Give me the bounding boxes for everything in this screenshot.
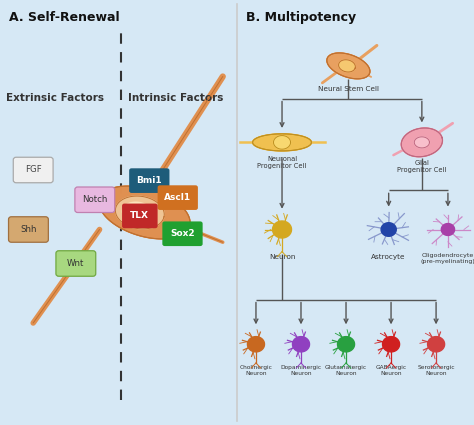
Polygon shape: [273, 136, 291, 149]
FancyBboxPatch shape: [162, 221, 202, 246]
Polygon shape: [381, 223, 396, 236]
Polygon shape: [383, 337, 400, 352]
Text: Wnt: Wnt: [67, 259, 84, 268]
Polygon shape: [401, 128, 442, 157]
FancyBboxPatch shape: [9, 217, 48, 242]
Polygon shape: [428, 337, 445, 352]
Polygon shape: [115, 196, 164, 229]
FancyBboxPatch shape: [56, 251, 96, 276]
Polygon shape: [441, 224, 455, 235]
Text: Oligodendrocyte
(pre-myelinating): Oligodendrocyte (pre-myelinating): [420, 253, 474, 264]
Polygon shape: [401, 128, 442, 157]
Text: Intrinsic Factors: Intrinsic Factors: [128, 93, 223, 103]
Text: Neural Stem Cell: Neural Stem Cell: [318, 86, 379, 92]
Polygon shape: [253, 134, 311, 151]
FancyBboxPatch shape: [122, 204, 157, 228]
Text: Neuron: Neuron: [269, 254, 295, 260]
Text: FGF: FGF: [25, 165, 42, 175]
Text: Ascl1: Ascl1: [164, 193, 191, 202]
Polygon shape: [122, 202, 153, 223]
Polygon shape: [338, 60, 356, 72]
Text: Dopaminergic
Neuron: Dopaminergic Neuron: [281, 366, 321, 376]
Polygon shape: [253, 134, 311, 151]
Text: A. Self-Renewal: A. Self-Renewal: [9, 11, 120, 24]
Text: Serotonergic
Neuron: Serotonergic Neuron: [417, 366, 455, 376]
Text: Astrocyte: Astrocyte: [372, 254, 406, 260]
Text: Notch: Notch: [82, 195, 108, 204]
Text: Cholinergic
Neuron: Cholinergic Neuron: [239, 366, 273, 376]
Text: Sox2: Sox2: [170, 229, 195, 238]
Polygon shape: [327, 53, 370, 79]
Text: B. Multipotency: B. Multipotency: [246, 11, 356, 24]
Polygon shape: [337, 337, 355, 352]
Text: Glutamatergic
Neuron: Glutamatergic Neuron: [325, 366, 367, 376]
Text: Bmi1: Bmi1: [137, 176, 162, 185]
Text: GABAergic
Neuron: GABAergic Neuron: [375, 366, 407, 376]
FancyBboxPatch shape: [129, 168, 170, 193]
Polygon shape: [273, 221, 292, 238]
Text: TLX: TLX: [130, 211, 149, 221]
FancyBboxPatch shape: [13, 157, 53, 183]
Text: Glial
Progenitor Cell: Glial Progenitor Cell: [397, 160, 447, 173]
FancyBboxPatch shape: [75, 187, 115, 212]
Text: Shh: Shh: [20, 225, 36, 234]
Text: Neuronal
Progenitor Cell: Neuronal Progenitor Cell: [257, 156, 307, 169]
Polygon shape: [99, 186, 190, 239]
Polygon shape: [247, 337, 264, 352]
Polygon shape: [414, 137, 429, 148]
Polygon shape: [327, 53, 370, 79]
Text: Extrinsic Factors: Extrinsic Factors: [6, 93, 103, 103]
Polygon shape: [292, 337, 310, 352]
FancyBboxPatch shape: [157, 185, 198, 210]
Polygon shape: [99, 186, 190, 239]
